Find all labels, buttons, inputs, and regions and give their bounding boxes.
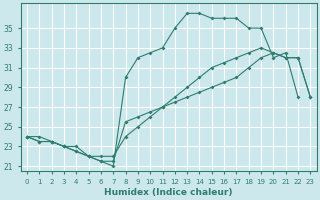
X-axis label: Humidex (Indice chaleur): Humidex (Indice chaleur) <box>104 188 233 197</box>
